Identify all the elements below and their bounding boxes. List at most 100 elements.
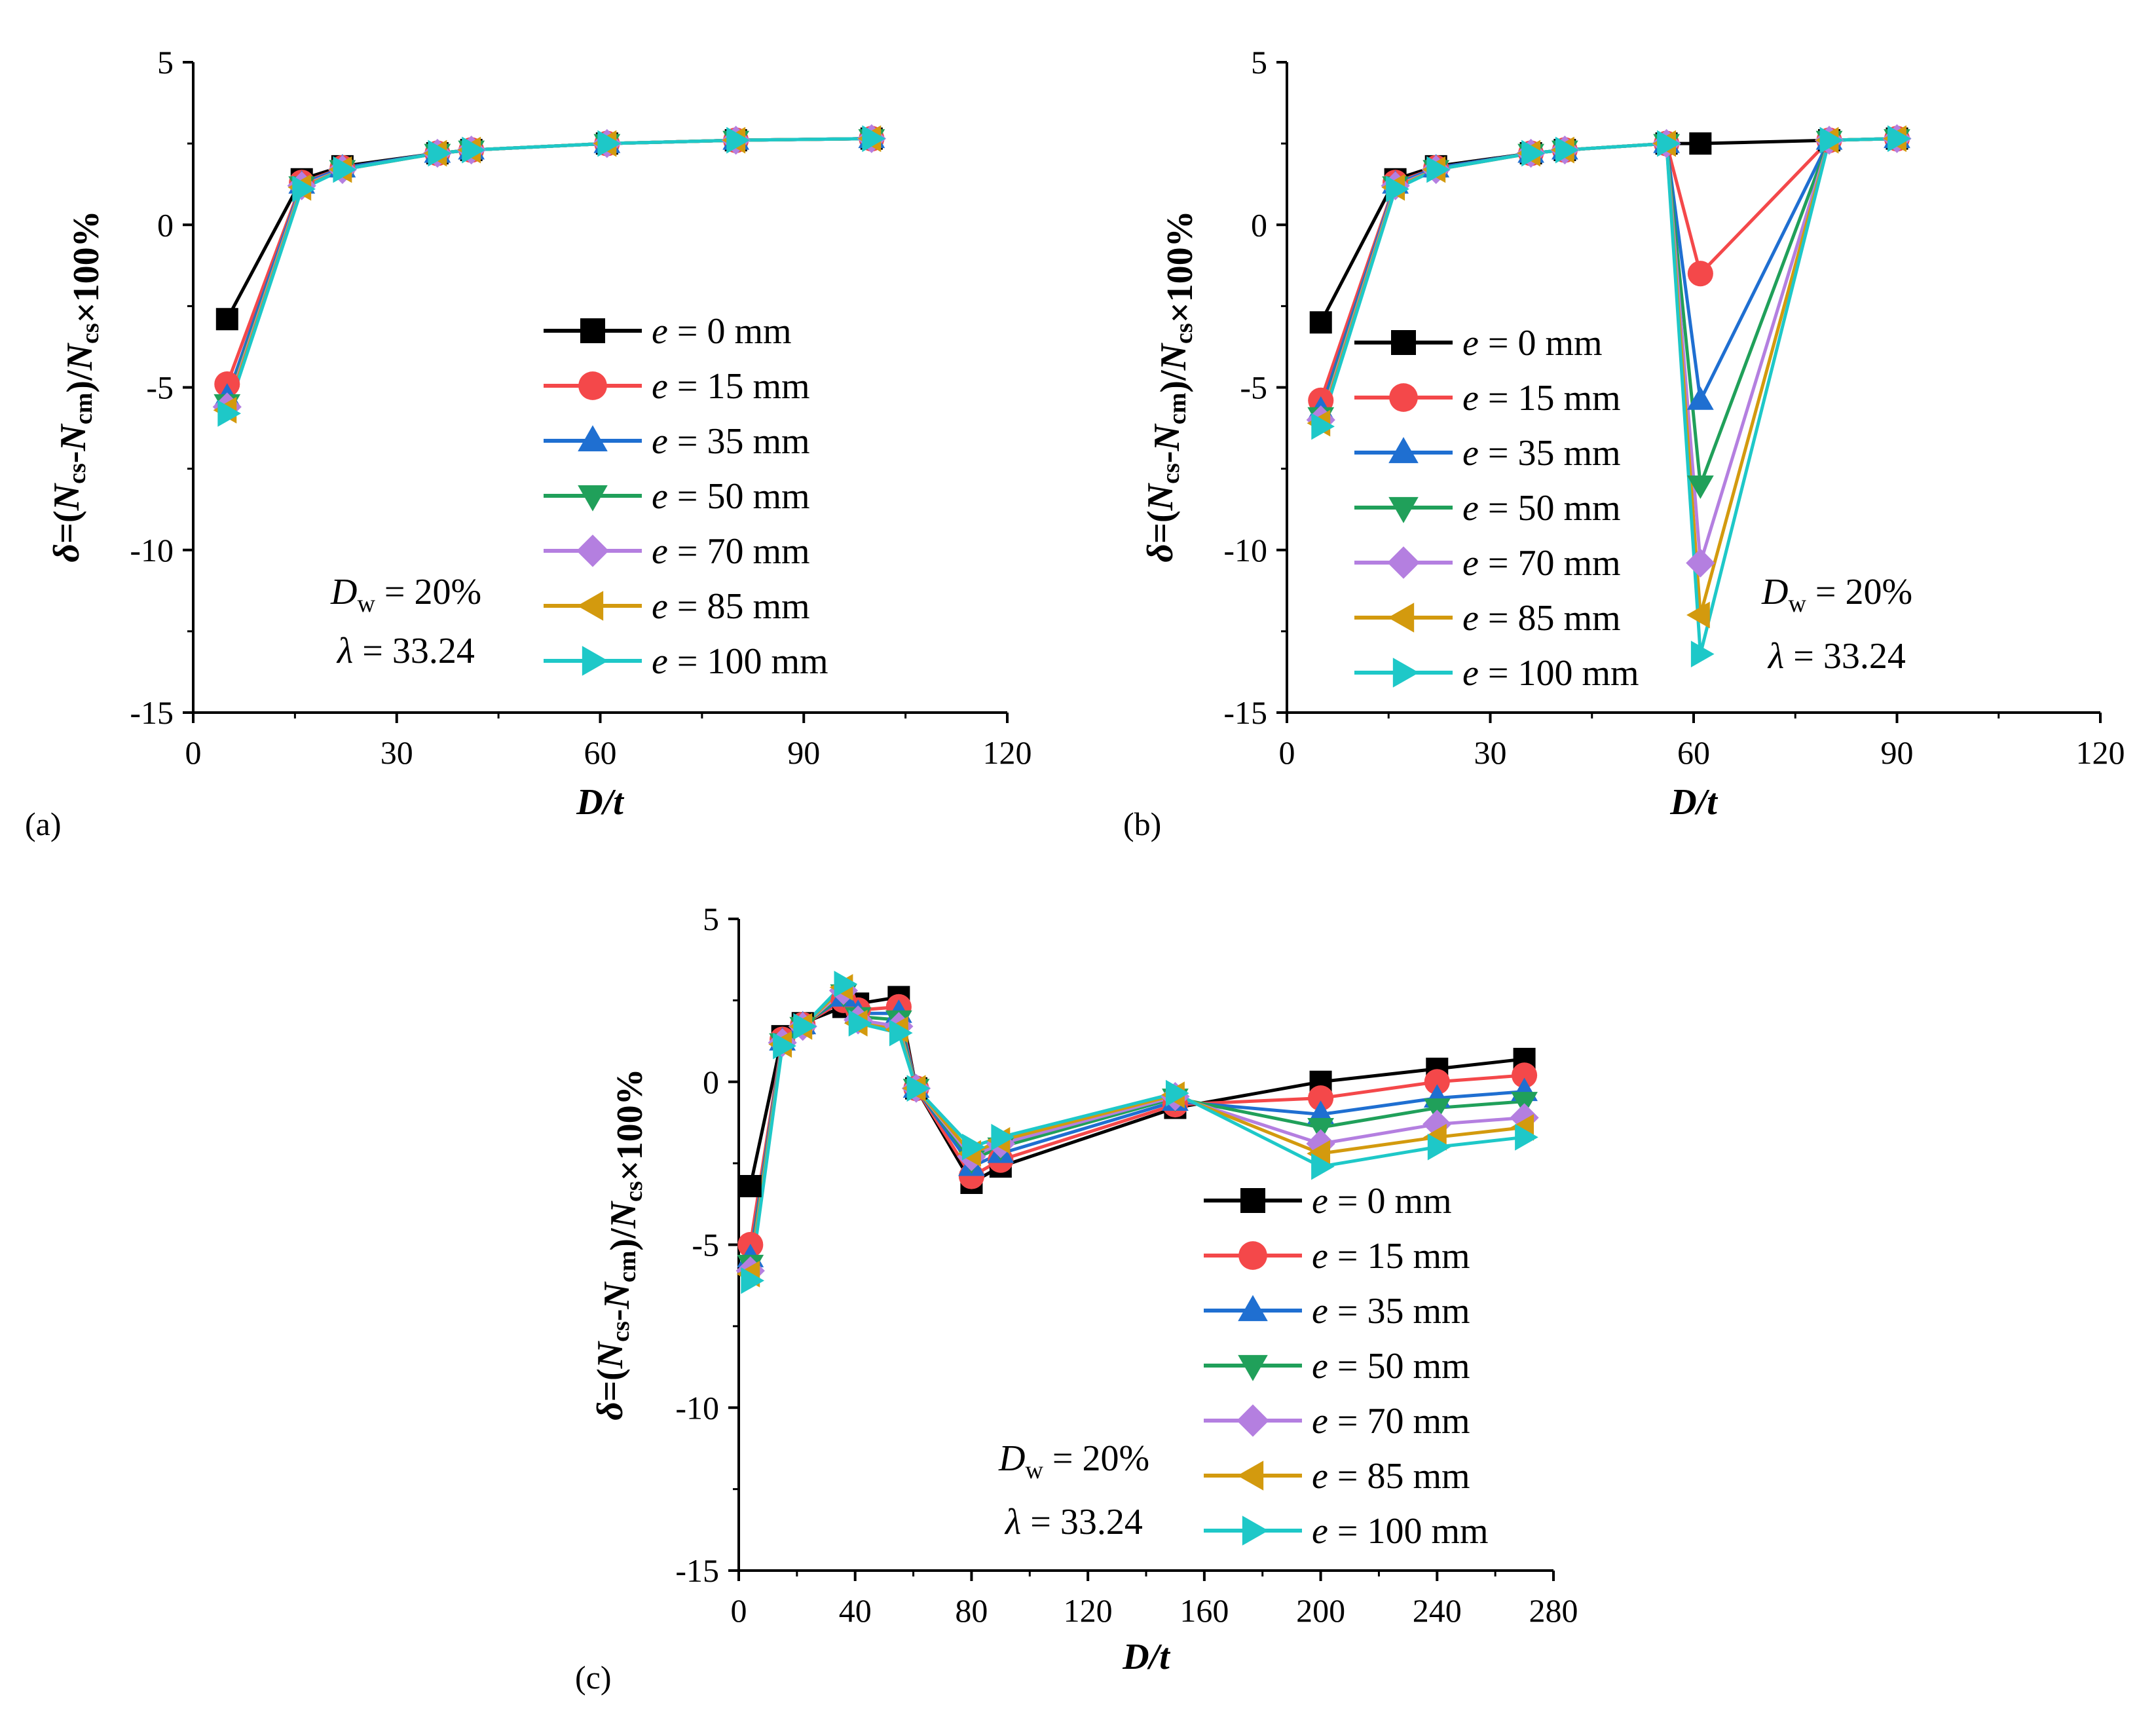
y-tick-label: -5 — [146, 369, 174, 406]
legend-marker — [1238, 1241, 1267, 1270]
legend-label: e = 35 mm — [652, 421, 810, 462]
data-point — [1819, 126, 1844, 154]
annotation-dw: Dw = 20% — [998, 1438, 1149, 1484]
data-point — [1555, 136, 1579, 164]
panel-label: (c) — [575, 1659, 612, 1696]
x-axis-title: D/t — [1122, 1637, 1170, 1677]
data-point — [773, 1032, 796, 1060]
data-point — [741, 1267, 765, 1294]
data-point — [739, 1174, 762, 1197]
data-point — [292, 176, 316, 203]
legend-label: e = 70 mm — [652, 531, 810, 572]
x-tick-label: 0 — [1279, 734, 1295, 771]
data-point — [848, 1009, 872, 1037]
legend-label: e = 70 mm — [1312, 1401, 1470, 1442]
y-tick-label: -15 — [130, 694, 174, 731]
y-tick-label: -15 — [1223, 694, 1267, 731]
y-tick-label: 5 — [1251, 44, 1267, 81]
annotation-lambda: λ = 33.24 — [1004, 1502, 1143, 1542]
y-axis-title: δ=(Ncs-Ncm)/Ncs×100% — [1140, 210, 1200, 562]
legend-label: e = 15 mm — [1312, 1236, 1470, 1276]
data-point — [1386, 176, 1409, 203]
data-point — [1689, 132, 1712, 155]
annotation-dw: Dw = 20% — [330, 572, 481, 618]
data-point — [961, 1133, 986, 1161]
data-point — [462, 136, 485, 164]
data-point — [889, 1019, 913, 1047]
panel-label: (a) — [25, 806, 62, 842]
x-tick-label: 40 — [839, 1592, 872, 1629]
annotation-lambda: λ = 33.24 — [336, 631, 475, 671]
chart-panel-2: 5 0 -5 -10 -15 0 30 60 90 120 δ=(Ncs-Ncm)/Ncs×100%… — [1123, 44, 2125, 842]
data-point — [1521, 140, 1545, 167]
legend-marker — [1392, 658, 1419, 688]
x-tick-label: 120 — [983, 734, 1032, 771]
legend-marker — [1236, 1404, 1269, 1437]
annotation-lambda: λ = 33.24 — [1767, 636, 1906, 677]
data-point — [1686, 601, 1710, 629]
y-tick-label: -10 — [675, 1389, 719, 1426]
x-tick-label: 280 — [1529, 1592, 1578, 1629]
series-line-1 — [1319, 137, 1897, 324]
legend-marker — [578, 425, 608, 452]
legend-marker — [1388, 603, 1415, 633]
y-tick-label: -10 — [1223, 532, 1267, 568]
x-tick-label: 30 — [1474, 734, 1507, 771]
legend-label: e = 35 mm — [1462, 433, 1621, 474]
legend-label: e = 100 mm — [1312, 1511, 1489, 1552]
x-tick-label: 80 — [955, 1592, 988, 1629]
data-point — [1307, 1140, 1331, 1167]
data-point — [1308, 1085, 1334, 1111]
legend-label: e = 35 mm — [1312, 1291, 1470, 1332]
legend-marker — [1237, 1461, 1264, 1491]
y-tick-label: 5 — [703, 901, 719, 937]
data-point — [1686, 386, 1714, 410]
x-tick-label: 0 — [731, 1592, 747, 1629]
data-point — [1426, 156, 1450, 183]
legend-marker — [576, 534, 609, 567]
data-point — [1165, 1079, 1189, 1107]
data-point — [834, 971, 858, 997]
legend-label: e = 0 mm — [652, 311, 792, 352]
legend-label: e = 0 mm — [1462, 323, 1603, 363]
legend-marker — [582, 646, 608, 676]
data-point — [333, 156, 357, 183]
x-tick-label: 60 — [1677, 734, 1710, 771]
x-tick-label: 0 — [185, 734, 202, 771]
x-tick-label: 120 — [2076, 734, 2125, 771]
legend-label: e = 0 mm — [1312, 1181, 1452, 1221]
y-axis-title: δ=(Ncs-Ncm)/Ncs×100% — [46, 210, 107, 562]
y-tick-label: 0 — [157, 206, 174, 243]
data-point — [1309, 311, 1332, 334]
chart-panel-3: 5 0 -5 -10 -15 0 40 80 120 160 200 240 280 δ=(Ncs-Ncm… — [575, 901, 1578, 1696]
y-tick-label: -15 — [675, 1552, 719, 1589]
x-axis-title: D/t — [1669, 782, 1718, 823]
legend-marker — [1388, 496, 1419, 523]
legend-marker — [1240, 1188, 1265, 1213]
legend-label: e = 70 mm — [1462, 543, 1621, 584]
legend-label: e = 50 mm — [1462, 488, 1621, 529]
y-tick-label: -5 — [1240, 369, 1267, 406]
legend-marker — [1389, 383, 1418, 412]
data-point — [991, 1123, 1015, 1151]
data-point — [1686, 548, 1715, 578]
legend-label: e = 15 mm — [1462, 378, 1621, 419]
data-point — [1311, 1153, 1335, 1180]
panel-label: (b) — [1123, 806, 1161, 842]
data-point — [597, 130, 622, 157]
data-point — [1686, 475, 1714, 499]
data-point — [906, 1075, 931, 1102]
x-tick-label: 120 — [1064, 1592, 1113, 1629]
y-tick-label: 5 — [157, 44, 174, 81]
chart-panel-1: 5 0 -5 -10 -15 0 30 60 90 120 δ=(Ncs-Ncm)/Ncs×100%… — [25, 44, 1032, 842]
x-tick-label: 240 — [1413, 1592, 1462, 1629]
data-point — [428, 140, 452, 167]
legend-label: e = 85 mm — [1462, 598, 1621, 639]
data-point — [1687, 261, 1713, 287]
legend-marker — [1387, 546, 1420, 579]
y-tick-label: 0 — [703, 1064, 719, 1100]
y-tick-label: -10 — [130, 532, 174, 568]
data-point — [1515, 1123, 1538, 1151]
legend-marker — [578, 371, 607, 400]
